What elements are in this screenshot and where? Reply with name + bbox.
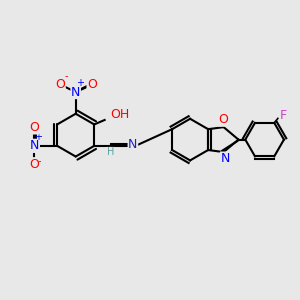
Text: N: N — [30, 139, 39, 152]
Text: N: N — [71, 85, 80, 98]
Text: O: O — [29, 158, 39, 171]
Text: N: N — [128, 138, 138, 151]
Text: F: F — [280, 109, 287, 122]
Text: +: + — [76, 78, 84, 88]
Text: O: O — [219, 113, 229, 126]
Text: OH: OH — [111, 107, 130, 121]
Text: O: O — [29, 121, 39, 134]
Text: -: - — [64, 71, 68, 81]
Text: O: O — [87, 78, 97, 92]
Text: -: - — [38, 156, 41, 166]
Text: O: O — [55, 78, 65, 92]
Text: +: + — [34, 132, 42, 142]
Text: H: H — [107, 147, 114, 158]
Text: N: N — [220, 152, 230, 165]
